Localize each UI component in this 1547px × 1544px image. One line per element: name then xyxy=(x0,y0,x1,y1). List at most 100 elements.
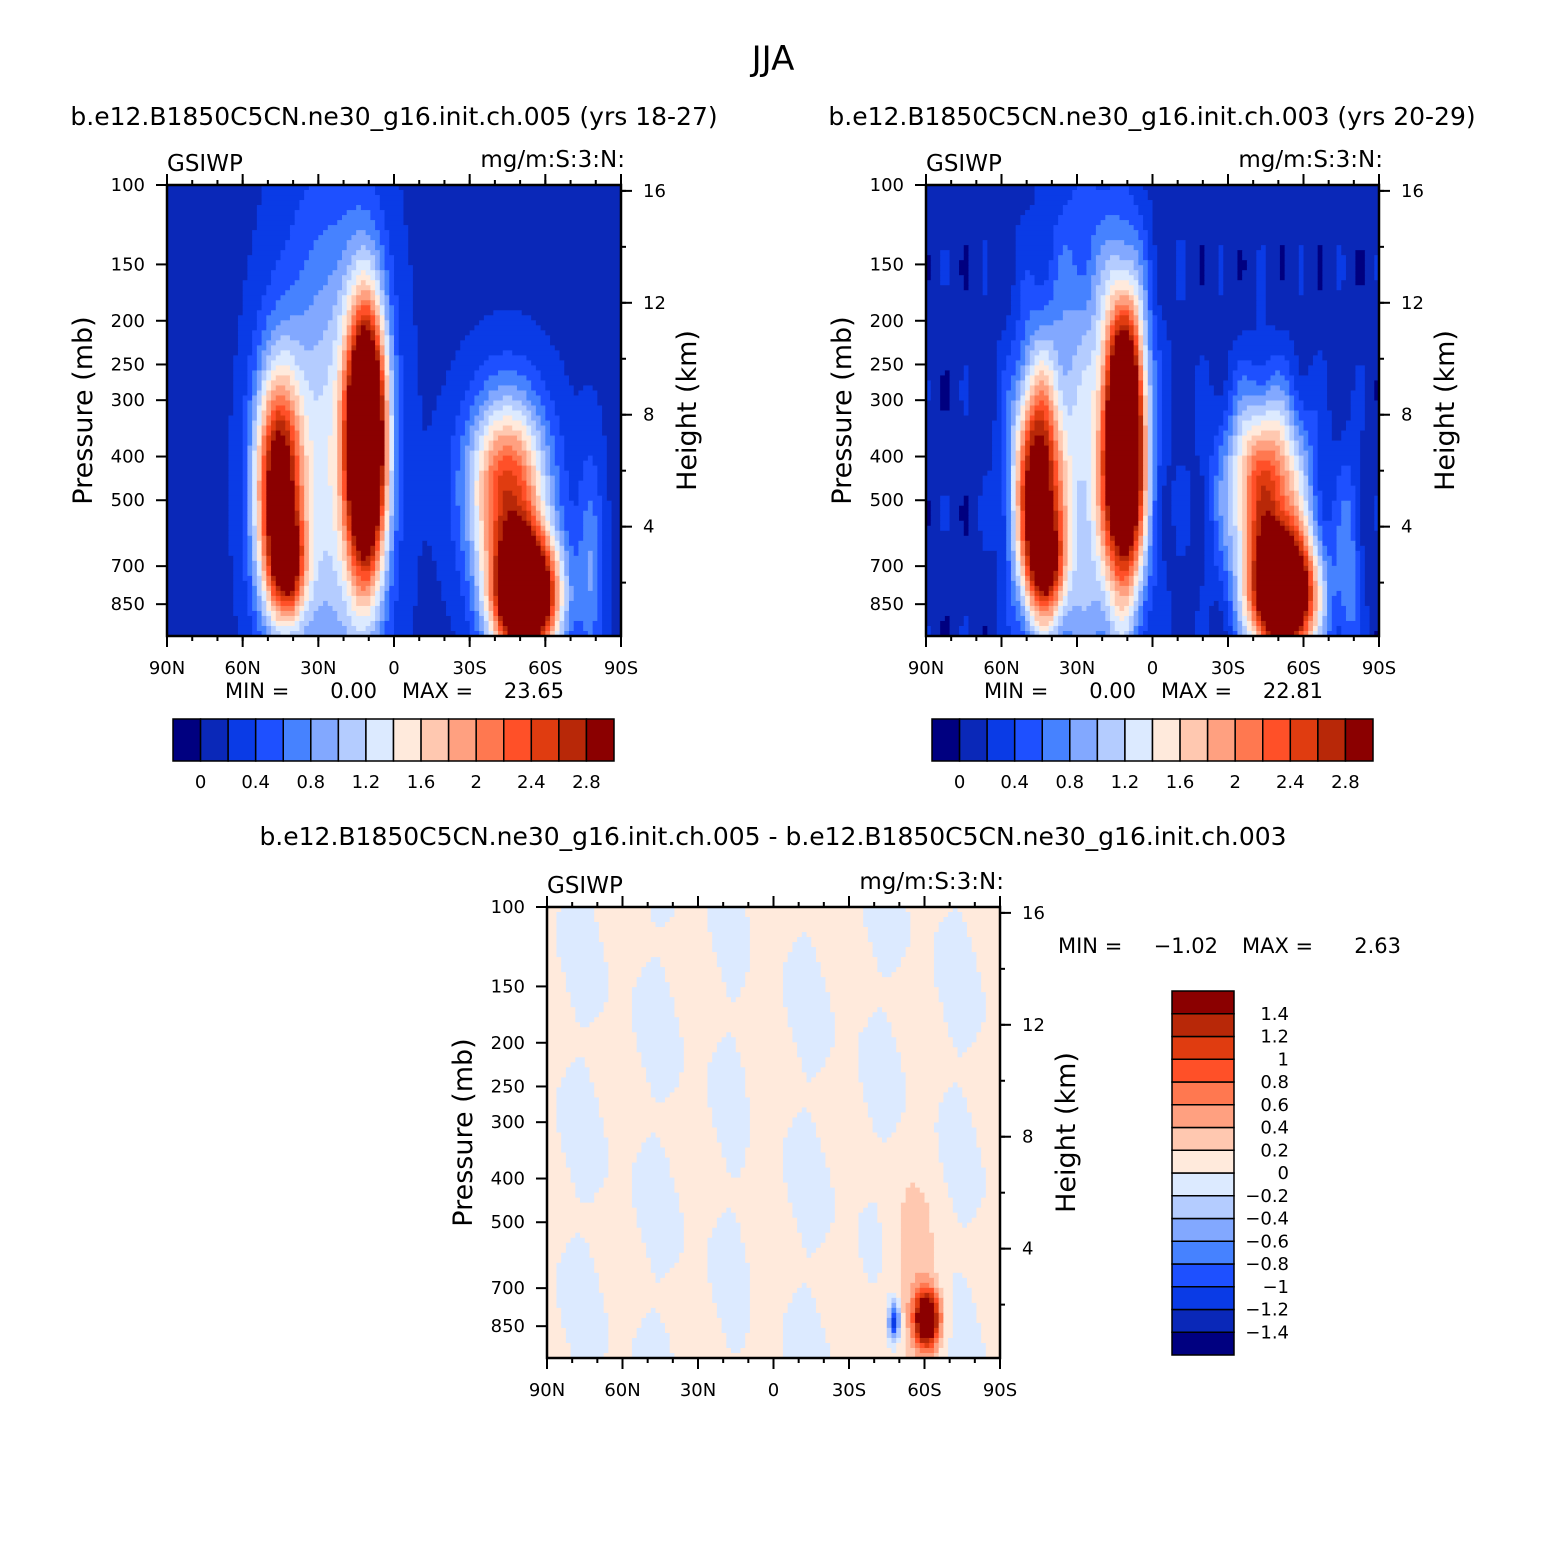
y-tick-label: 850 xyxy=(491,1316,525,1337)
colorbar-tick-label: −1 xyxy=(1262,1277,1289,1298)
y-tick-label: 200 xyxy=(870,311,904,332)
x-tick-label: 30S xyxy=(832,1380,866,1401)
colorbar-tick-label: 1.2 xyxy=(1111,772,1140,793)
colorbar-box xyxy=(1171,1149,1235,1174)
colorbar-box xyxy=(1171,1058,1235,1083)
max-value: 23.65 xyxy=(504,679,564,703)
colorbar-box xyxy=(1171,1081,1235,1106)
y-tick-label: 200 xyxy=(111,311,145,332)
colorbar-tick-label: 0.8 xyxy=(1055,772,1084,793)
x-tick-label: 0 xyxy=(768,1380,779,1401)
colorbar-box xyxy=(447,718,477,762)
colorbar-box xyxy=(1151,718,1181,762)
x-tick-label: 30N xyxy=(680,1380,716,1401)
x-tick-label: 0 xyxy=(1147,658,1158,679)
colorbar-box xyxy=(1171,1331,1235,1356)
colorbar-tick-label: 0.8 xyxy=(296,772,325,793)
colorbar-box xyxy=(1171,1126,1235,1151)
panel-title-3: b.e12.B1850C5CN.ne30_g16.init.ch.005 - b… xyxy=(259,822,1286,851)
colorbar-box xyxy=(1041,718,1071,762)
x-tick-label: 90S xyxy=(983,1380,1017,1401)
colorbar-tick-label: 0 xyxy=(954,772,965,793)
colorbar-box xyxy=(503,718,533,762)
colorbar-box xyxy=(199,718,229,762)
colorbar: 0 0.4 0.8 1.2 1.6 2 2.4 2.8 xyxy=(172,718,615,793)
colorbar-tick-label: 2.4 xyxy=(1276,772,1305,793)
colorbar-box xyxy=(365,718,395,762)
y-right-tick-label: 4 xyxy=(643,517,654,538)
colorbar: −1.4−1.2−1−0.8−0.6−0.4−0.200.20.40.60.81… xyxy=(1171,990,1289,1356)
y-axis-label-right: Height (km) xyxy=(1051,1052,1082,1213)
colorbar-tick-label: 2.8 xyxy=(1331,772,1360,793)
colorbar-box xyxy=(392,718,422,762)
colorbar-tick-label: −1.4 xyxy=(1245,1322,1289,1343)
y-tick-label: 700 xyxy=(111,556,145,577)
colorbar-box xyxy=(1206,718,1236,762)
y-axis-label-right: Height (km) xyxy=(672,330,703,491)
colorbar-box xyxy=(931,718,961,762)
colorbar-box xyxy=(1171,1172,1235,1197)
y-right-tick-label: 8 xyxy=(1022,1127,1033,1148)
colorbar-box xyxy=(1171,1217,1235,1242)
colorbar-box xyxy=(1171,1240,1235,1265)
colorbar-box xyxy=(1124,718,1154,762)
min-label: MIN = xyxy=(1058,934,1122,958)
colorbar-tick-label: 1 xyxy=(1278,1049,1289,1070)
y-tick-label: 100 xyxy=(870,175,904,196)
x-tick-label: 60N xyxy=(604,1380,640,1401)
x-tick-label: 60N xyxy=(983,658,1019,679)
y-tick-label: 500 xyxy=(111,490,145,511)
y-tick-label: 150 xyxy=(491,976,525,997)
x-tick-label: 60N xyxy=(224,658,260,679)
x-tick-label: 30S xyxy=(1211,658,1245,679)
colorbar-box xyxy=(585,718,615,762)
figure-title: JJA xyxy=(750,39,795,79)
variable-units: mg/m:S:3:N: xyxy=(1238,147,1383,173)
colorbar-tick-label: 0.6 xyxy=(1260,1095,1289,1116)
y-tick-label: 850 xyxy=(111,594,145,615)
y-axis-label: Pressure (mb) xyxy=(448,1038,479,1226)
colorbar-box xyxy=(1344,718,1374,762)
max-label: MAX = xyxy=(402,679,473,703)
chart-panel-1: GSIWP mg/m:S:3:N: 90N 60N 30N 0 30S 60S 90S 100 15… xyxy=(68,147,703,793)
x-tick-label: 60S xyxy=(907,1380,941,1401)
colorbar-box xyxy=(1096,718,1126,762)
colorbar-box xyxy=(1171,1263,1235,1288)
max-label: MAX = xyxy=(1242,934,1313,958)
y-right-tick-label: 4 xyxy=(1401,517,1412,538)
colorbar-box xyxy=(1171,1104,1235,1129)
y-tick-label: 400 xyxy=(491,1169,525,1190)
chart-panel-difference: GSIWP mg/m:S:3:N:90N 60N 30N 0 30S 60S 90S10015… xyxy=(448,869,1401,1401)
max-value: 22.81 xyxy=(1263,679,1323,703)
y-right-tick-label: 16 xyxy=(1401,181,1424,202)
y-tick-label: 100 xyxy=(491,897,525,918)
colorbar-tick-label: 1.2 xyxy=(352,772,381,793)
chart-panel-2: GSIWP mg/m:S:3:N: 90N 60N 30N 0 30S 60S 90S 100 15… xyxy=(827,147,1461,793)
x-tick-label: 30S xyxy=(452,658,486,679)
colorbar-tick-label: 0 xyxy=(1278,1163,1289,1184)
colorbar-tick-label: 0.4 xyxy=(241,772,270,793)
variable-units: mg/m:S:3:N: xyxy=(859,869,1004,895)
y-right-tick-label: 12 xyxy=(643,293,666,314)
colorbar-tick-label: −0.8 xyxy=(1245,1254,1289,1275)
colorbar-box xyxy=(254,718,284,762)
min-label: MIN = xyxy=(984,679,1048,703)
y-tick-label: 150 xyxy=(870,254,904,275)
colorbar-tick-label: 1.4 xyxy=(1260,1004,1289,1025)
y-tick-label: 500 xyxy=(491,1212,525,1233)
y-tick-label: 150 xyxy=(111,254,145,275)
min-value: 0.00 xyxy=(330,679,377,703)
colorbar-box xyxy=(1317,718,1347,762)
colorbar-box xyxy=(475,718,505,762)
y-right-tick-label: 8 xyxy=(643,405,654,426)
x-tick-label: 90N xyxy=(908,658,944,679)
colorbar-box xyxy=(310,718,340,762)
contour-field xyxy=(547,907,1001,1359)
y-right-tick-label: 12 xyxy=(1022,1015,1045,1036)
colorbar-box xyxy=(1013,718,1043,762)
y-tick-label: 300 xyxy=(870,390,904,411)
colorbar-tick-label: 2.4 xyxy=(517,772,546,793)
max-value: 2.63 xyxy=(1354,934,1401,958)
colorbar-tick-label: 2 xyxy=(470,772,481,793)
